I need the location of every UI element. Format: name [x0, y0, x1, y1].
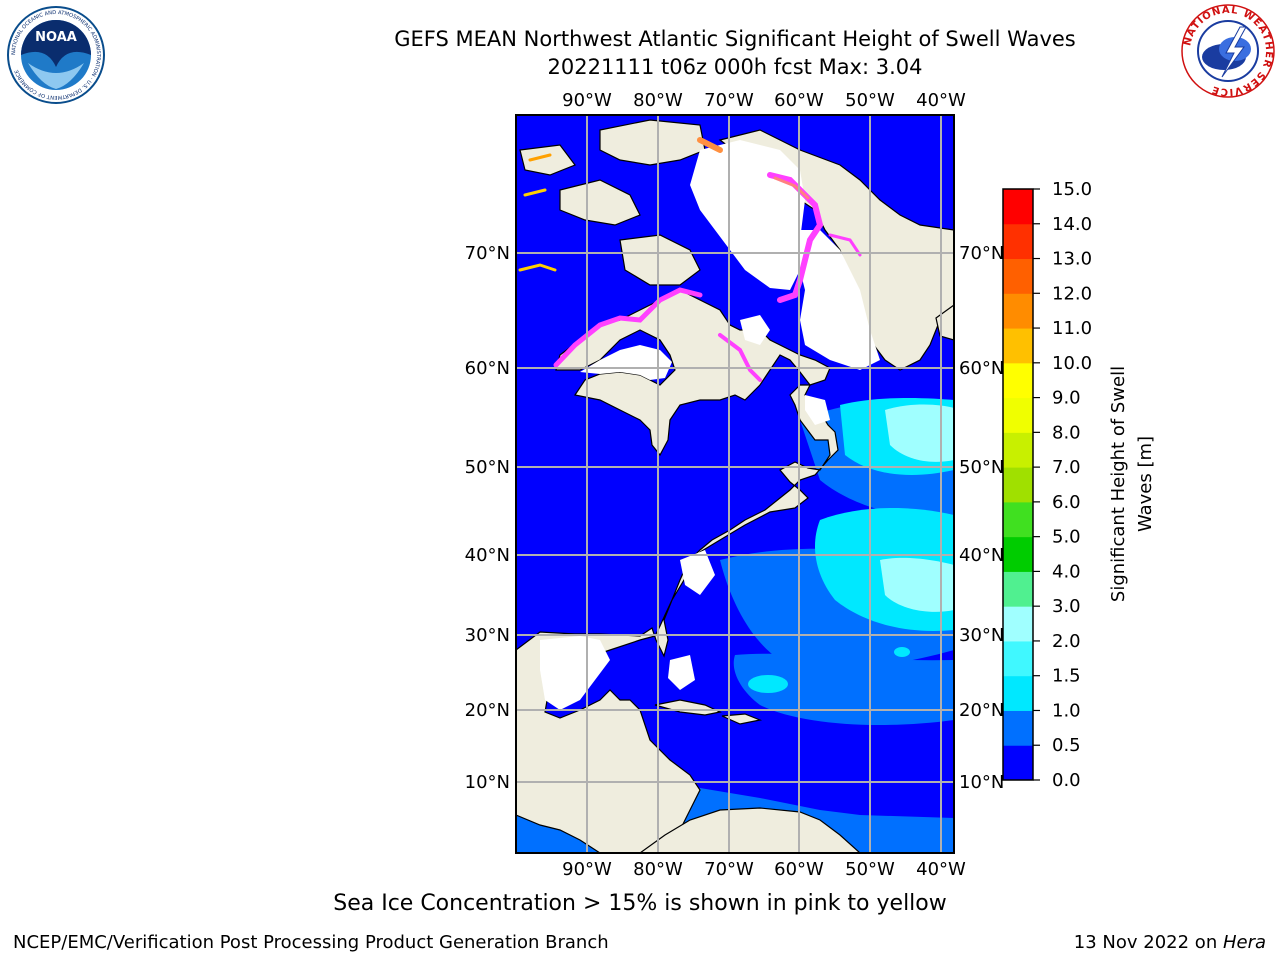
colorbar-segment	[1003, 606, 1033, 642]
colorbar-tick-label: 5.0	[1052, 527, 1081, 548]
colorbar-tick-label: 9.0	[1052, 388, 1081, 409]
lat-label: 20°N	[959, 700, 1004, 721]
colorbar-segment	[1003, 397, 1033, 433]
colorbar-tick-label: 0.5	[1052, 735, 1081, 756]
lon-label: 50°W	[845, 90, 895, 111]
colorbar-segment	[1003, 640, 1033, 677]
lon-label: 80°W	[633, 90, 683, 111]
colorbar-segment	[1003, 745, 1033, 781]
colorbar-segment	[1003, 328, 1033, 364]
lon-label: 60°W	[774, 859, 824, 880]
map-gridlines	[516, 115, 954, 853]
lat-label: 40°N	[465, 545, 510, 566]
noaa-logo-text: NOAA	[35, 30, 77, 45]
colorbar-tick-label: 2.0	[1052, 631, 1081, 652]
sea-ice-edge	[518, 137, 862, 382]
colorbar-segment	[1003, 362, 1033, 399]
lon-labels-bottom: 90°W 80°W 70°W 60°W 50°W 40°W	[562, 859, 966, 880]
colorbar-tick-label: 7.0	[1052, 457, 1081, 478]
colorbar-frame	[1002, 188, 1034, 781]
sea-ice-footnote: Sea Ice Concentration > 15% is shown in …	[333, 891, 947, 916]
colorbar-segment	[1003, 571, 1033, 607]
lat-label: 70°N	[959, 243, 1004, 264]
lon-label: 90°W	[562, 859, 612, 880]
colorbar-label: Significant Height of Swell Waves [m]	[1108, 366, 1156, 602]
map-frame	[515, 114, 955, 854]
lon-label: 50°W	[845, 859, 895, 880]
lat-label: 40°N	[959, 545, 1004, 566]
colorbar-ticks: 0.0 0.5 1.0 1.5 2.0 3.0 4.0 5.0 6.0 7.0 8.0 9.0 10.0…	[1033, 179, 1092, 791]
lon-label: 40°W	[916, 90, 966, 111]
lat-label: 50°N	[959, 457, 1004, 478]
lat-label: 60°N	[959, 358, 1004, 379]
colorbar-segment	[1003, 467, 1033, 503]
lat-label: 10°N	[959, 772, 1004, 793]
date-text: 13 Nov 2022 on	[1073, 932, 1223, 953]
lat-label: 20°N	[465, 700, 510, 721]
lon-label: 60°W	[774, 90, 824, 111]
colorbar-segment	[1003, 432, 1033, 468]
colorbar-tick-label: 1.5	[1052, 666, 1081, 687]
colorbar-segment	[1003, 189, 1033, 225]
lon-label: 70°W	[704, 859, 754, 880]
colorbar-tick-label: 10.0	[1052, 353, 1092, 374]
lat-label: 50°N	[465, 457, 510, 478]
colorbar-tick-label: 4.0	[1052, 561, 1081, 582]
colorbar-tick-label: 8.0	[1052, 422, 1081, 443]
colorbar-tick-label: 14.0	[1052, 214, 1092, 235]
lat-labels-left: 70°N 60°N 50°N 40°N 30°N 20°N 10°N	[465, 243, 510, 793]
colorbar-segment	[1003, 675, 1033, 711]
colorbar-segment	[1003, 501, 1033, 538]
colorbar-tick-label: 0.0	[1052, 770, 1081, 791]
colorbar-label-line1: Significant Height of Swell	[1108, 366, 1129, 602]
colorbar-tick-label: 13.0	[1052, 249, 1092, 270]
noaa-logo: NOAA NATIONAL OCEANIC AND ATMOSPHERIC AD…	[7, 6, 105, 104]
lat-label: 60°N	[465, 358, 510, 379]
map-subtitle: 20221111 t06z 000h fcst Max: 3.04	[547, 55, 923, 79]
nws-logo: NATIONAL WEATHER SERVICE	[1181, 4, 1275, 98]
lat-label: 30°N	[959, 625, 1004, 646]
colorbar-tick-label: 6.0	[1052, 492, 1081, 513]
colorbar-tick-label: 3.0	[1052, 596, 1081, 617]
lon-label: 40°W	[916, 859, 966, 880]
lon-label: 90°W	[562, 90, 612, 111]
map-title: GEFS MEAN Northwest Atlantic Significant…	[394, 27, 1076, 51]
credit-text: NCEP/EMC/Verification Post Processing Pr…	[13, 932, 609, 953]
swell-band-2-0	[880, 404, 954, 612]
lat-label: 70°N	[465, 243, 510, 264]
lon-labels-top: 90°W 80°W 70°W 60°W 50°W 40°W	[562, 90, 966, 111]
colorbar-tick-label: 15.0	[1052, 179, 1092, 200]
colorbar-label-line2: Waves [m]	[1135, 436, 1156, 532]
colorbar-segment	[1003, 710, 1033, 746]
map-layers	[516, 115, 954, 853]
colorbar-segment	[1003, 293, 1033, 329]
machine-name: Hera	[1222, 932, 1266, 953]
colorbar	[1003, 189, 1033, 781]
lon-label: 70°W	[704, 90, 754, 111]
lat-label: 10°N	[465, 772, 510, 793]
date-footer: 13 Nov 2022 on Hera	[1074, 932, 1266, 953]
lat-label: 30°N	[465, 625, 510, 646]
colorbar-tick-label: 12.0	[1052, 283, 1092, 304]
colorbar-tick-label: 1.0	[1052, 700, 1081, 721]
lat-labels-right: 70°N 60°N 50°N 40°N 30°N 20°N 10°N	[959, 243, 1004, 793]
lon-label: 80°W	[633, 859, 683, 880]
colorbar-tick-label: 11.0	[1052, 318, 1092, 339]
colorbar-segment	[1003, 536, 1033, 572]
colorbar-segment	[1003, 258, 1033, 294]
colorbar-segment	[1003, 223, 1033, 260]
